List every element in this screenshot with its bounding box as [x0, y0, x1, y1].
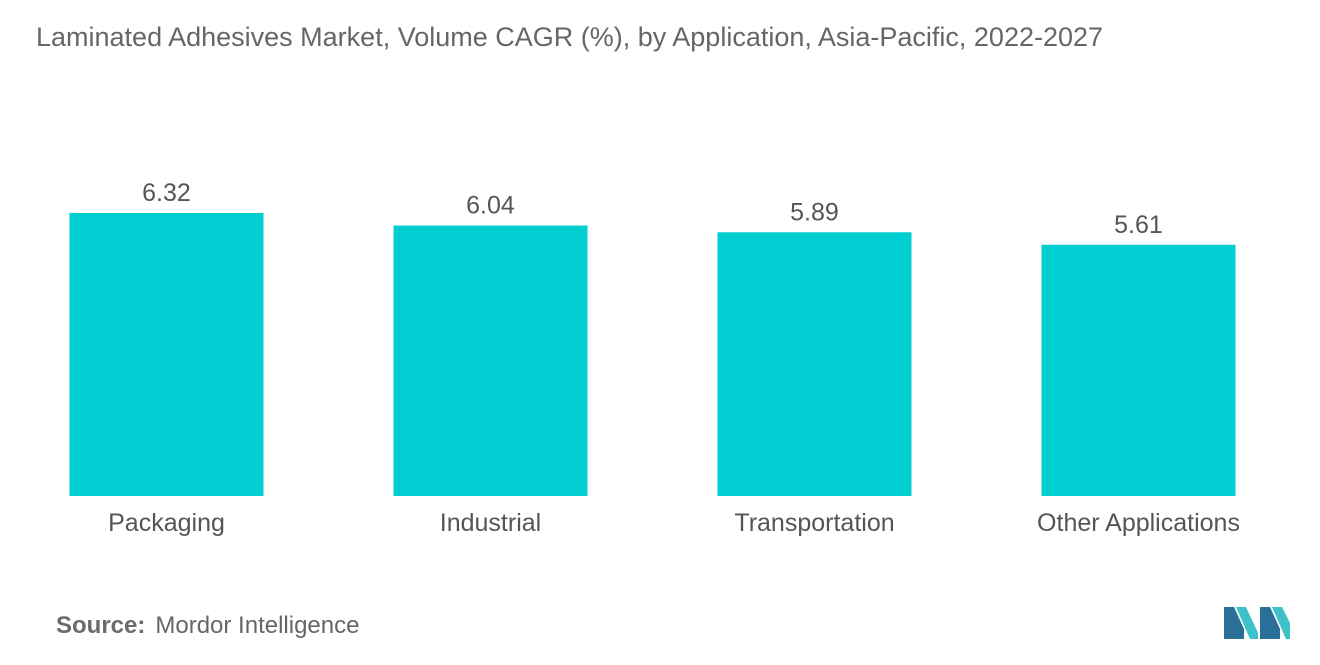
category-tick-label: Industrial: [440, 509, 541, 537]
bar-packaging: [69, 213, 264, 496]
bar-value-label: 6.32: [142, 179, 191, 207]
bar-value-label: 6.04: [466, 192, 515, 220]
bar-value-label: 5.61: [1114, 211, 1163, 239]
bar-industrial: [393, 225, 588, 497]
mordor-intelligence-logo-icon: [1224, 607, 1290, 639]
bar-other-applications: [1041, 244, 1236, 496]
category-tick-label: Packaging: [108, 509, 225, 537]
bar-transportation: [717, 232, 912, 496]
chart-title: Laminated Adhesives Market, Volume CAGR …: [36, 22, 1104, 52]
source-note: Source: Mordor Intelligence: [56, 612, 359, 640]
source-label: Source:: [56, 612, 146, 639]
bar-value-label: 5.89: [790, 198, 839, 226]
category-tick-label: Transportation: [734, 509, 894, 537]
source-text: Mordor Intelligence: [155, 612, 360, 639]
category-tick-label: Other Applications: [1037, 509, 1240, 537]
